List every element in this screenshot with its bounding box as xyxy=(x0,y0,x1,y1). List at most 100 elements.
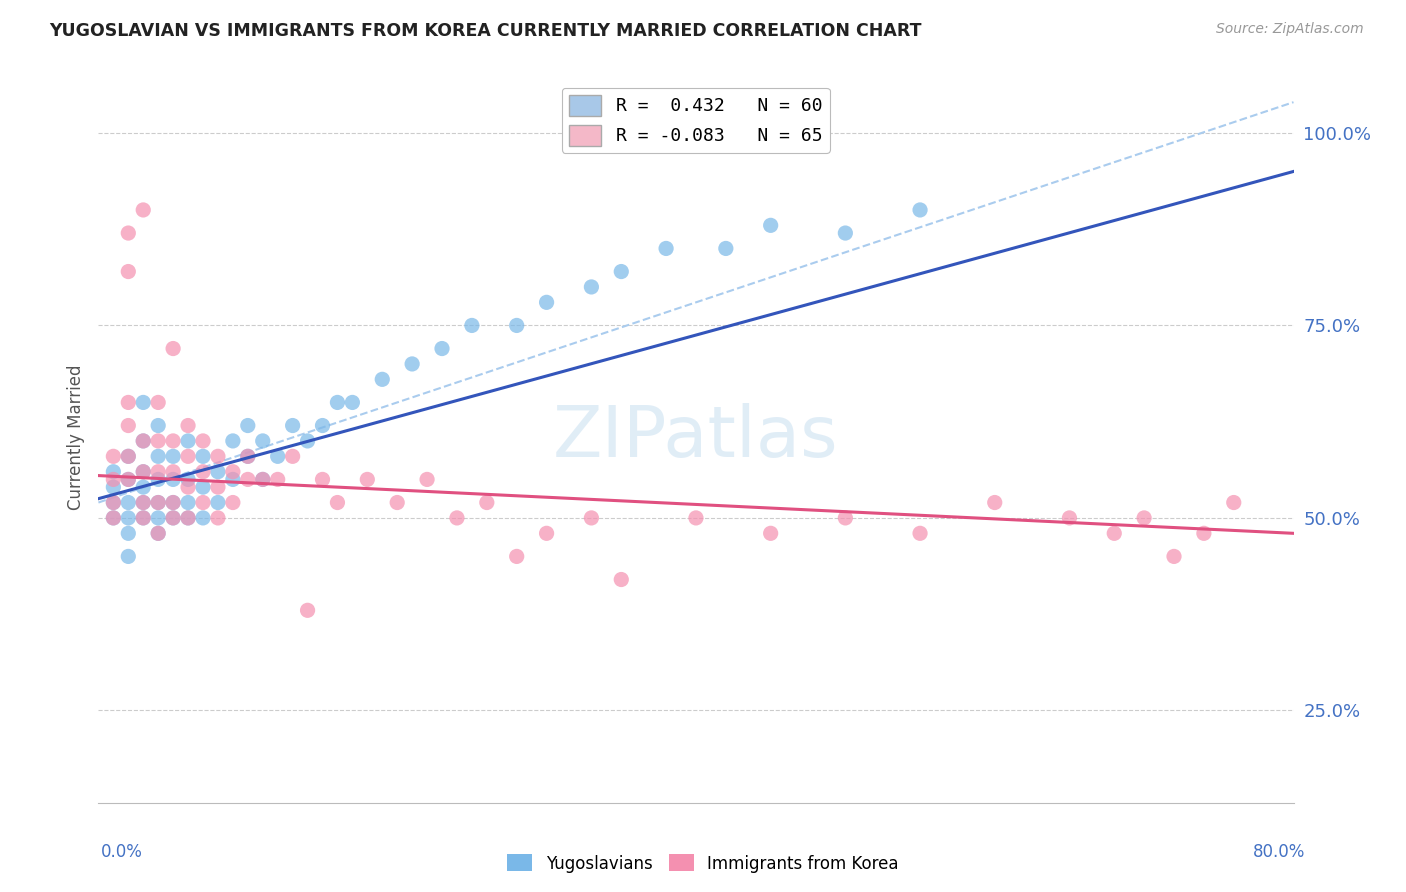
Point xyxy=(162,511,184,525)
Point xyxy=(1133,511,1156,525)
Point xyxy=(714,242,737,256)
Point xyxy=(117,526,139,541)
Point xyxy=(148,495,170,509)
Point xyxy=(117,472,139,486)
Point xyxy=(117,418,139,433)
Point xyxy=(207,511,229,525)
Point xyxy=(162,465,184,479)
Point xyxy=(984,495,1007,509)
Point xyxy=(148,526,170,541)
Point xyxy=(132,480,155,494)
Point xyxy=(103,511,125,525)
Point xyxy=(908,526,931,541)
Point xyxy=(132,202,155,217)
Point xyxy=(162,495,184,509)
Point xyxy=(207,480,229,494)
Point xyxy=(117,511,139,525)
Point xyxy=(252,472,274,486)
Point xyxy=(430,342,453,356)
Point xyxy=(177,480,200,494)
Point xyxy=(461,318,484,333)
Point xyxy=(506,549,529,564)
Point xyxy=(281,450,304,464)
Point xyxy=(581,511,603,525)
Point xyxy=(177,434,200,448)
Point xyxy=(177,450,200,464)
Point xyxy=(236,450,259,464)
Point xyxy=(162,450,184,464)
Point xyxy=(536,526,558,541)
Point xyxy=(132,511,155,525)
Legend: R =  0.432   N = 60, R = -0.083   N = 65: R = 0.432 N = 60, R = -0.083 N = 65 xyxy=(561,87,830,153)
Point xyxy=(162,434,184,448)
Point xyxy=(297,603,319,617)
Point xyxy=(267,450,290,464)
Point xyxy=(475,495,498,509)
Point xyxy=(117,450,139,464)
Text: Source: ZipAtlas.com: Source: ZipAtlas.com xyxy=(1216,22,1364,37)
Y-axis label: Currently Married: Currently Married xyxy=(66,364,84,510)
Point xyxy=(446,511,468,525)
Point xyxy=(103,495,125,509)
Point xyxy=(191,465,214,479)
Point xyxy=(132,465,155,479)
Point xyxy=(191,495,214,509)
Point xyxy=(177,418,200,433)
Point xyxy=(1104,526,1126,541)
Point xyxy=(132,511,155,525)
Point xyxy=(326,495,349,509)
Point xyxy=(385,495,409,509)
Point xyxy=(191,450,214,464)
Point xyxy=(356,472,378,486)
Point xyxy=(326,395,349,409)
Point xyxy=(759,526,782,541)
Point xyxy=(908,202,931,217)
Point xyxy=(148,495,170,509)
Point xyxy=(117,495,139,509)
Point xyxy=(236,418,259,433)
Point xyxy=(117,472,139,486)
Point xyxy=(148,418,170,433)
Text: 80.0%: 80.0% xyxy=(1253,843,1305,861)
Point xyxy=(117,395,139,409)
Point xyxy=(1059,511,1081,525)
Point xyxy=(132,465,155,479)
Point xyxy=(222,434,245,448)
Point xyxy=(252,434,274,448)
Point xyxy=(148,472,170,486)
Point xyxy=(177,472,200,486)
Text: YUGOSLAVIAN VS IMMIGRANTS FROM KOREA CURRENTLY MARRIED CORRELATION CHART: YUGOSLAVIAN VS IMMIGRANTS FROM KOREA CUR… xyxy=(49,22,922,40)
Legend: Yugoslavians, Immigrants from Korea: Yugoslavians, Immigrants from Korea xyxy=(501,847,905,880)
Point xyxy=(177,495,200,509)
Point xyxy=(117,450,139,464)
Point xyxy=(132,495,155,509)
Point xyxy=(610,264,633,278)
Point xyxy=(1192,526,1215,541)
Point xyxy=(685,511,707,525)
Point xyxy=(222,472,245,486)
Point xyxy=(117,549,139,564)
Point xyxy=(148,450,170,464)
Point xyxy=(132,434,155,448)
Point xyxy=(148,434,170,448)
Point xyxy=(1223,495,1246,509)
Point xyxy=(1163,549,1185,564)
Point xyxy=(207,450,229,464)
Point xyxy=(252,472,274,486)
Point xyxy=(236,472,259,486)
Point xyxy=(103,511,125,525)
Point xyxy=(191,434,214,448)
Point xyxy=(371,372,394,386)
Point xyxy=(834,511,856,525)
Point xyxy=(281,418,304,433)
Point xyxy=(148,395,170,409)
Point xyxy=(610,573,633,587)
Point xyxy=(117,226,139,240)
Point xyxy=(103,465,125,479)
Point xyxy=(132,395,155,409)
Point xyxy=(506,318,529,333)
Point xyxy=(401,357,423,371)
Point xyxy=(536,295,558,310)
Point xyxy=(162,342,184,356)
Point xyxy=(162,495,184,509)
